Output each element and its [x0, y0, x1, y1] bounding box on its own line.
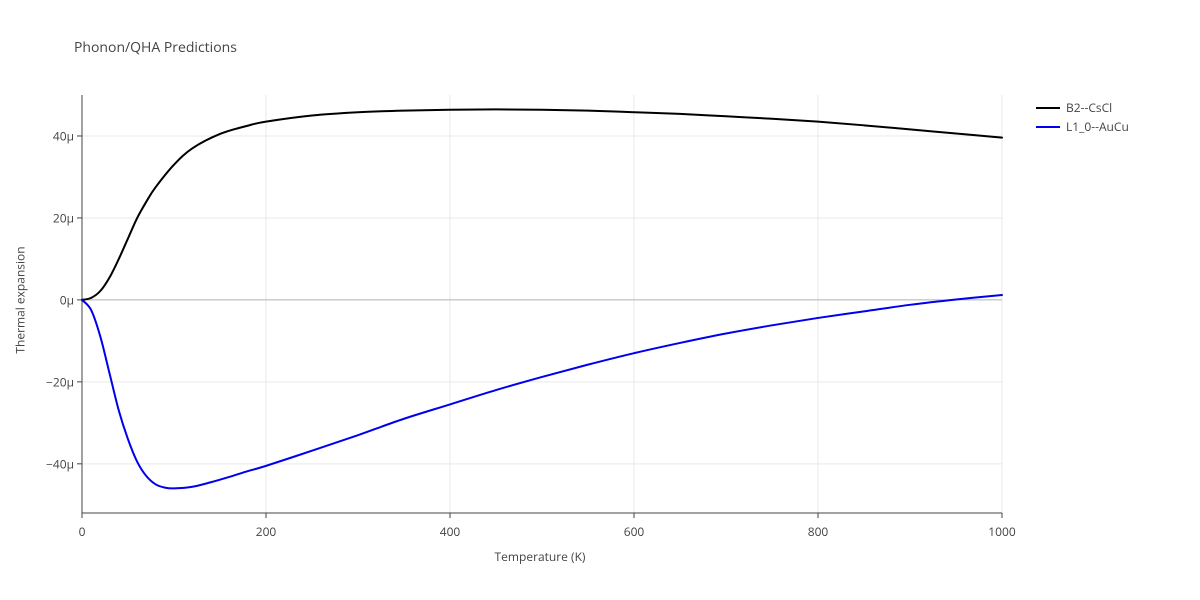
legend-label: L1_0--AuCu [1066, 118, 1129, 135]
x-tick: 0 [79, 523, 86, 540]
legend[interactable]: B2--CsCl L1_0--AuCu [1036, 98, 1129, 136]
legend-swatch-icon [1036, 107, 1060, 109]
legend-entry-1[interactable]: L1_0--AuCu [1036, 117, 1129, 136]
y-tick: 40μ [38, 127, 74, 144]
legend-entry-0[interactable]: B2--CsCl [1036, 98, 1129, 117]
x-tick: 200 [256, 523, 277, 540]
y-tick: −20μ [38, 373, 74, 390]
series-line-1[interactable] [82, 295, 1002, 488]
legend-label: B2--CsCl [1066, 99, 1112, 116]
y-tick: 20μ [38, 209, 74, 226]
series-line-0[interactable] [82, 109, 1002, 300]
y-tick: −40μ [38, 455, 74, 472]
chart-plot-area[interactable] [0, 0, 1200, 600]
x-tick: 800 [808, 523, 829, 540]
y-tick: 0μ [38, 291, 74, 308]
x-tick: 400 [440, 523, 461, 540]
x-tick: 1000 [988, 523, 1015, 540]
legend-swatch-icon [1036, 126, 1060, 128]
x-tick: 600 [624, 523, 645, 540]
